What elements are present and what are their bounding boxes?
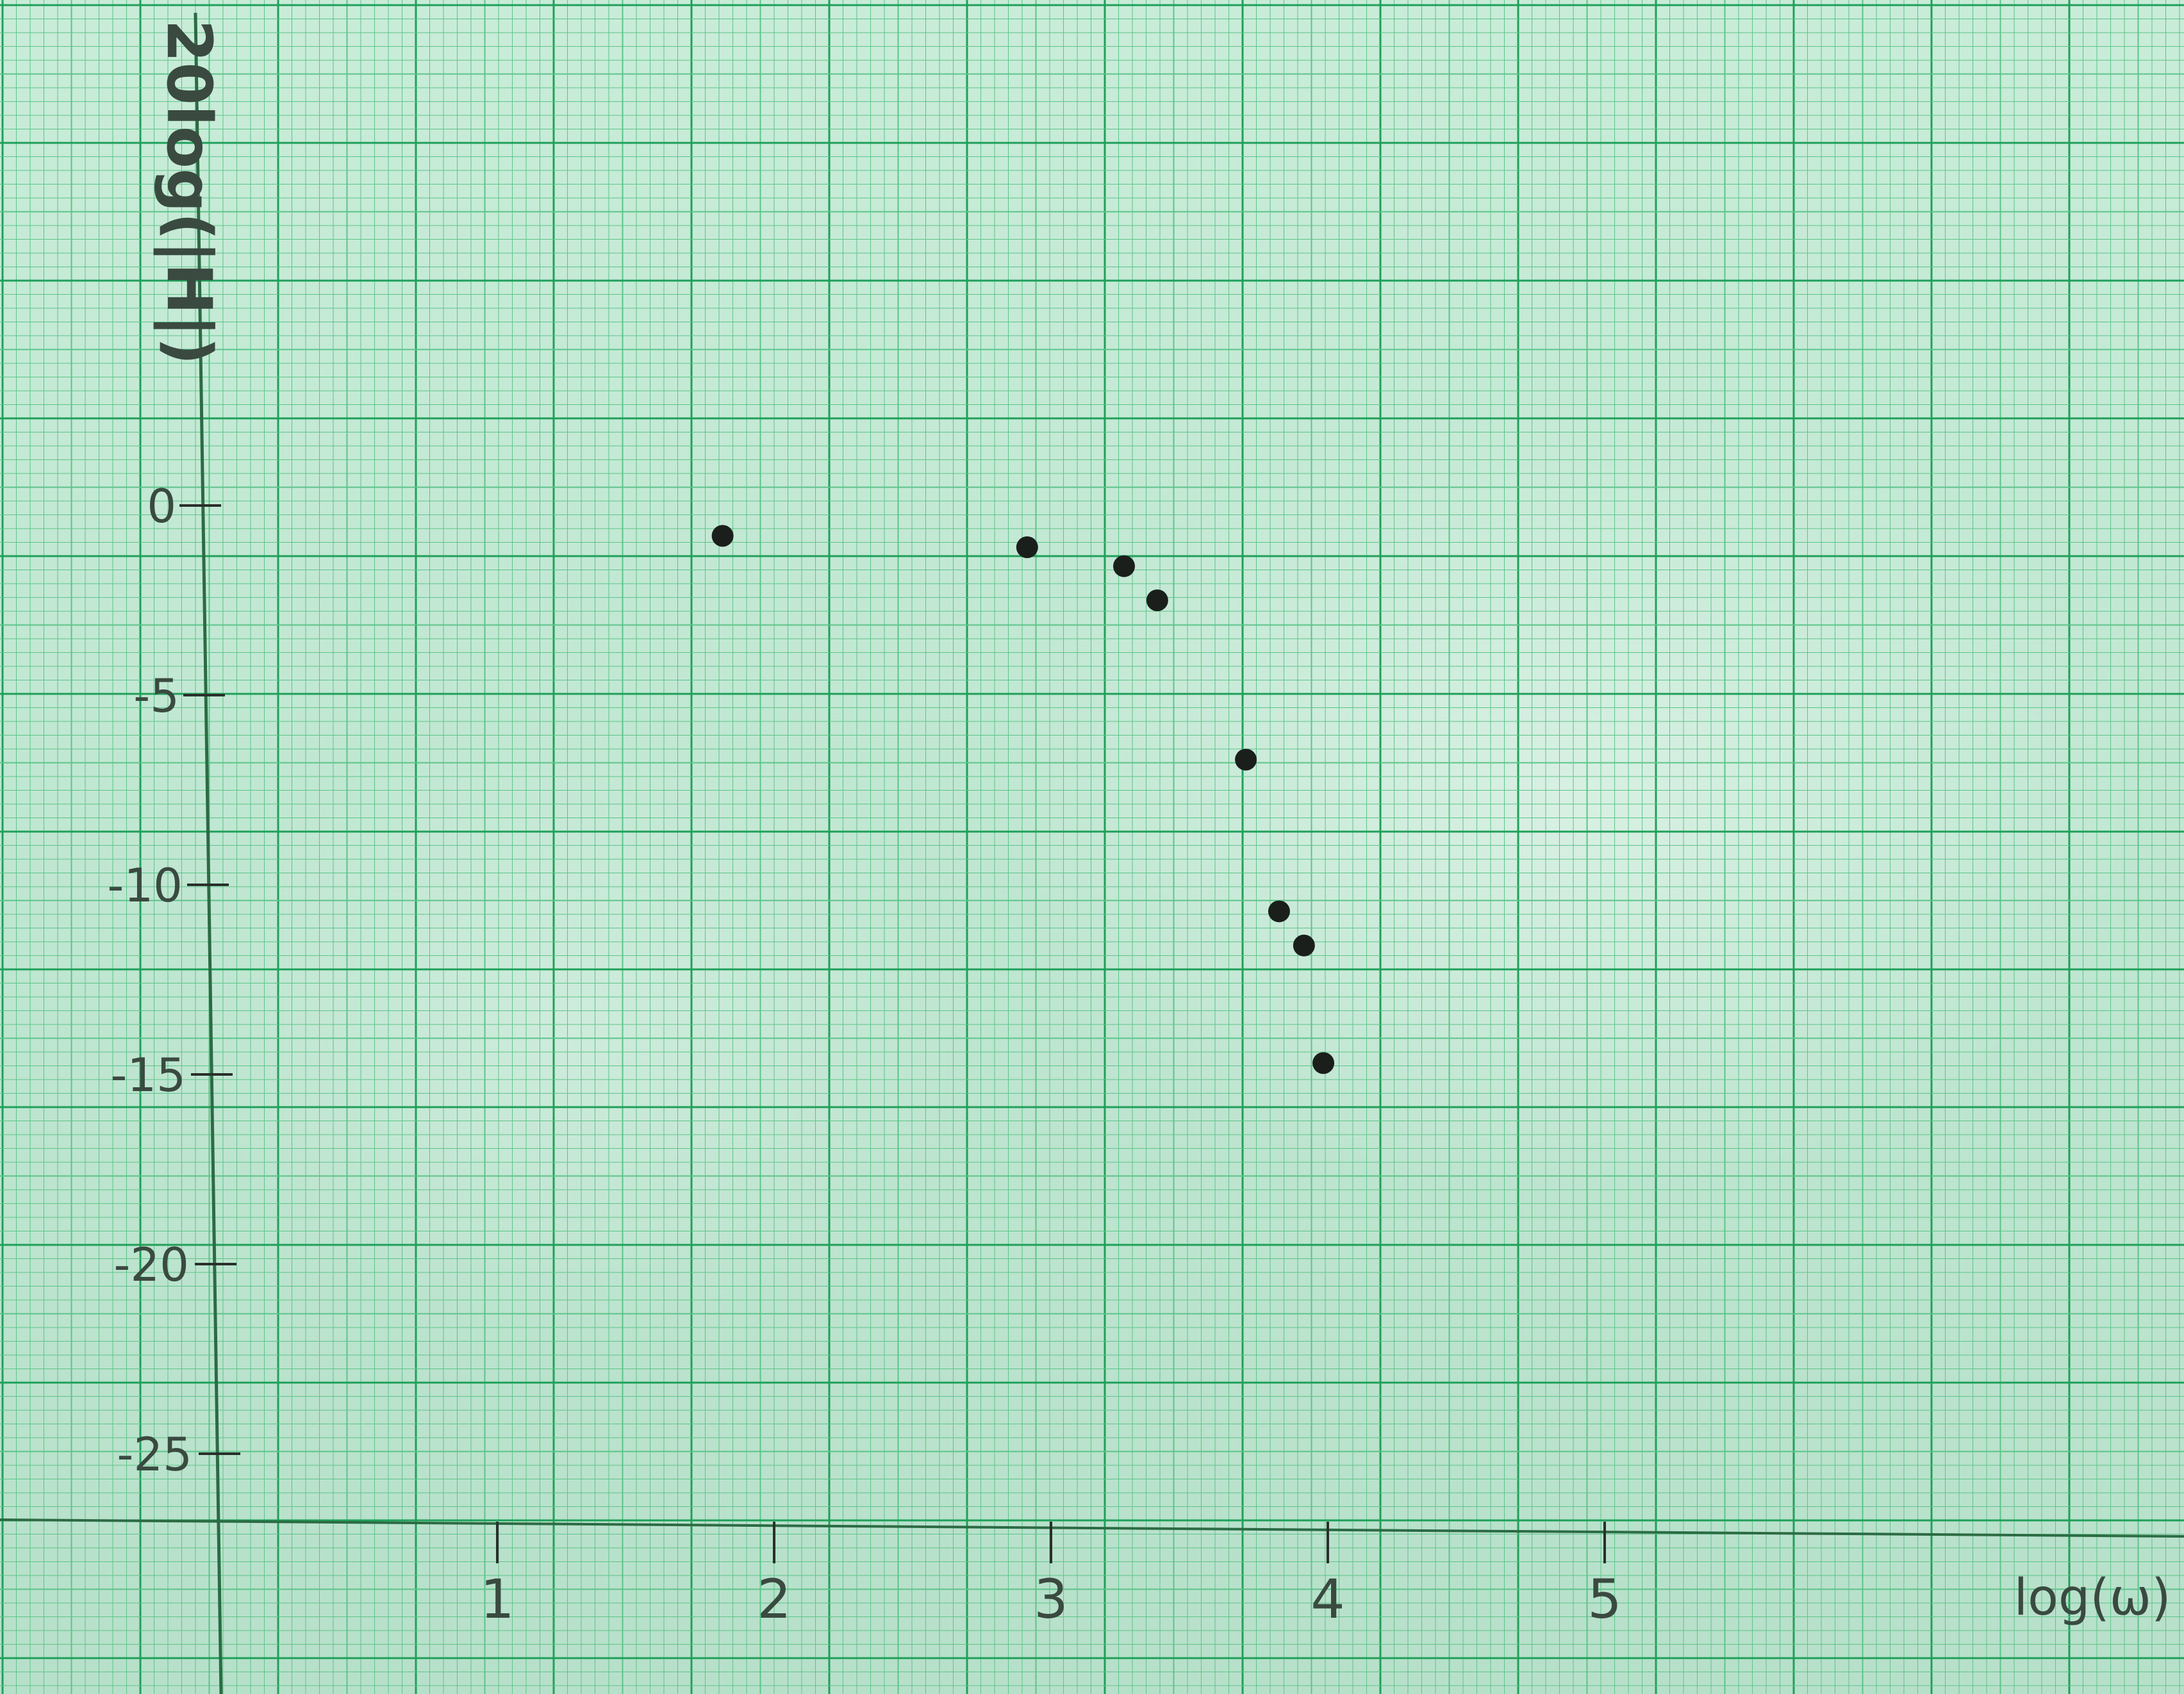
y-tick-label: -25 <box>117 1427 192 1481</box>
y-axis-line <box>194 12 223 1694</box>
y-tick-label: -15 <box>110 1048 186 1102</box>
x-tick-label: 5 <box>1587 1568 1621 1631</box>
y-axis-label: 20log(|H|) <box>153 19 225 365</box>
data-point <box>1293 934 1315 957</box>
x-axis-line <box>0 1518 2184 1538</box>
data-points <box>711 525 1335 1074</box>
x-tick-label: 2 <box>757 1568 791 1631</box>
x-ticks: 1 2 3 4 5 <box>480 1522 1622 1631</box>
y-tick-label: -10 <box>107 859 183 912</box>
x-tick-label: 4 <box>1311 1568 1344 1631</box>
data-point <box>1268 900 1290 923</box>
x-tick-label: 1 <box>480 1568 514 1631</box>
data-point <box>1113 555 1135 577</box>
data-point <box>1146 589 1168 611</box>
y-tick-label: -20 <box>113 1238 189 1292</box>
y-ticks: 0 -5 -10 -15 -20 -25 <box>107 479 240 1481</box>
axes <box>0 12 2184 1694</box>
x-tick-label: 3 <box>1034 1568 1068 1631</box>
data-point <box>1235 748 1257 771</box>
data-point <box>1016 536 1038 559</box>
data-point <box>1312 1052 1335 1074</box>
data-point <box>711 525 734 547</box>
y-tick-label: -5 <box>133 669 179 723</box>
y-tick-label: 0 <box>147 479 176 533</box>
x-axis-label: log(ω) <box>2014 1569 2171 1627</box>
